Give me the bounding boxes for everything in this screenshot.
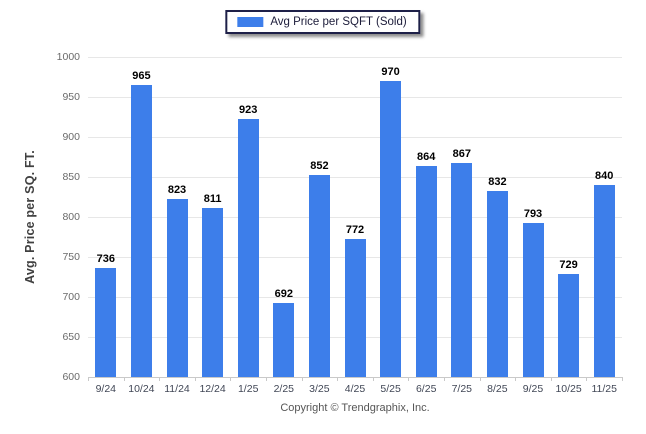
bar (344, 239, 366, 377)
x-axis-tick (301, 377, 303, 381)
x-axis-tick (266, 377, 267, 381)
gridline (88, 177, 622, 178)
bar-value-label: 970 (381, 66, 400, 78)
x-axis-tick (372, 377, 374, 381)
x-axis-label: 10/24 (128, 383, 155, 395)
bar-value-label: 864 (417, 150, 436, 163)
x-axis-label: 5/25 (380, 383, 401, 395)
gridline (88, 97, 622, 98)
plot-area: 736 965 823 811 923 692 852 772 970 864 867 832 793 7… (88, 57, 623, 381)
x-axis-label: 6/25 (415, 383, 437, 395)
bar (522, 222, 544, 377)
bar (308, 175, 330, 377)
x-axis-baseline (88, 377, 622, 378)
bar-value-label: 840 (595, 170, 614, 182)
gridline (88, 137, 622, 138)
x-axis-tick (194, 377, 196, 381)
x-axis-label: 11/24 (164, 383, 190, 395)
bar-value-label: 832 (488, 176, 507, 189)
bar (380, 81, 402, 377)
bar (202, 208, 224, 377)
x-axis-label: 3/25 (309, 383, 330, 395)
bar-value-label: 923 (239, 103, 258, 116)
legend-swatch-icon (237, 17, 264, 27)
x-axis-label: 4/25 (344, 383, 366, 395)
bar-value-label: 772 (345, 224, 365, 237)
bar-value-label: 823 (167, 183, 187, 196)
x-axis-tick (479, 377, 481, 381)
bar (237, 118, 259, 377)
y-axis-tick-label: 800 (62, 211, 80, 223)
legend-label: Avg Price per SQFT (Sold) (270, 16, 407, 28)
x-axis-tick (159, 377, 161, 381)
x-axis-tick (337, 377, 339, 381)
x-axis-label: 8/25 (487, 383, 508, 395)
x-axis-tick (230, 377, 232, 381)
x-axis-label: 12/24 (199, 383, 226, 395)
x-axis-tick (88, 377, 89, 381)
bar (451, 163, 473, 377)
y-axis-tick-label: 1000 (56, 51, 80, 63)
gridline (88, 217, 622, 218)
bar-value-label: 793 (523, 207, 543, 220)
x-axis-label: 2/25 (273, 383, 295, 395)
bar-value-label: 965 (132, 70, 151, 82)
x-axis-label: 7/25 (451, 383, 473, 395)
bar-value-label: 867 (452, 148, 471, 161)
copyright-text: Copyright © Trendgraphix, Inc. (280, 402, 430, 414)
x-axis-label: 9/24 (95, 383, 117, 395)
bar (273, 303, 295, 377)
bar (593, 185, 615, 377)
bar (486, 191, 508, 377)
y-axis-tick-label: 600 (62, 371, 80, 383)
x-axis-tick (622, 377, 623, 381)
bar (130, 85, 152, 377)
x-axis-tick (444, 377, 445, 381)
y-axis-tick-label: 850 (62, 171, 80, 183)
x-axis-tick (550, 377, 552, 381)
bar (415, 165, 437, 377)
y-axis-tick-label: 750 (62, 251, 80, 263)
bar-value-label: 852 (310, 160, 329, 173)
legend: Avg Price per SQFT (Sold) (225, 10, 421, 34)
bar (558, 273, 580, 377)
x-axis-tick (515, 377, 517, 381)
y-axis-tick-label: 950 (62, 91, 80, 103)
bar (95, 268, 117, 377)
x-axis-tick (586, 377, 588, 381)
x-axis-label: 9/25 (522, 383, 544, 395)
y-axis-tick-label: 900 (62, 131, 80, 143)
bar-value-label: 736 (96, 253, 115, 266)
y-axis-tick-label: 650 (62, 331, 80, 343)
bar-value-label: 811 (203, 193, 222, 206)
gridline (88, 57, 622, 58)
x-axis-label: 10/25 (555, 383, 582, 395)
y-axis-tick-label: 700 (62, 291, 80, 303)
x-axis-label: 11/25 (591, 383, 617, 395)
bar-value-label: 692 (274, 288, 293, 301)
bar (166, 198, 188, 377)
bar-value-label: 729 (559, 258, 578, 271)
x-axis-tick (123, 377, 125, 381)
x-axis-tick (408, 377, 410, 381)
x-axis-label: 1/25 (237, 383, 259, 395)
